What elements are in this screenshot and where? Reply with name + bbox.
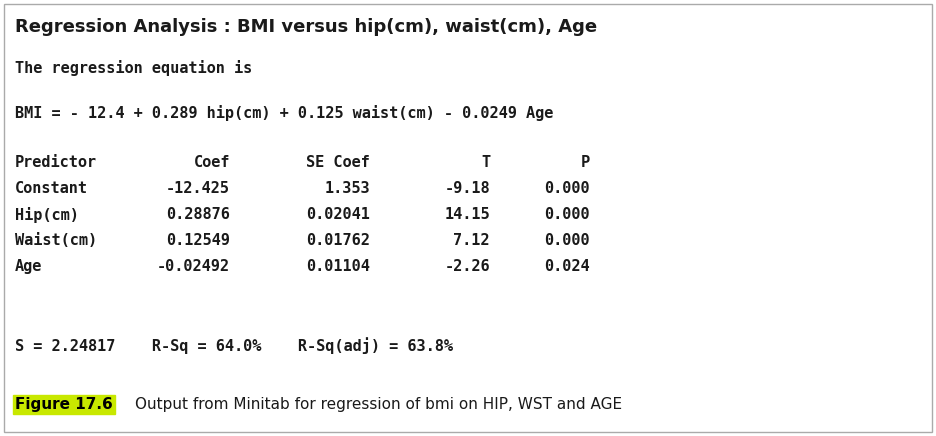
FancyBboxPatch shape [4,4,932,432]
Text: Coef: Coef [194,155,230,170]
Text: SE Coef: SE Coef [306,155,370,170]
Text: T: T [481,155,490,170]
Text: 0.01104: 0.01104 [306,259,370,274]
Text: Output from Minitab for regression of bmi on HIP, WST and AGE: Output from Minitab for regression of bm… [135,397,622,412]
Text: Waist(cm): Waist(cm) [15,233,97,248]
Text: -9.18: -9.18 [445,181,490,196]
Text: 0.28876: 0.28876 [166,207,230,222]
Text: 0.01762: 0.01762 [306,233,370,248]
Text: 0.024: 0.024 [545,259,590,274]
Text: P: P [581,155,590,170]
Text: 0.000: 0.000 [545,181,590,196]
Text: 0.000: 0.000 [545,207,590,222]
Text: 0.02041: 0.02041 [306,207,370,222]
Text: Age: Age [15,259,42,274]
Text: 0.12549: 0.12549 [166,233,230,248]
Text: 1.353: 1.353 [325,181,370,196]
Text: BMI = - 12.4 + 0.289 hip(cm) + 0.125 waist(cm) - 0.0249 Age: BMI = - 12.4 + 0.289 hip(cm) + 0.125 wai… [15,105,553,121]
Text: -2.26: -2.26 [445,259,490,274]
Text: 7.12: 7.12 [454,233,490,248]
Text: 14.15: 14.15 [445,207,490,222]
Text: The regression equation is: The regression equation is [15,60,252,76]
Text: Hip(cm): Hip(cm) [15,207,79,223]
Text: -12.425: -12.425 [166,181,230,196]
Text: S = 2.24817    R-Sq = 64.0%    R-Sq(adj) = 63.8%: S = 2.24817 R-Sq = 64.0% R-Sq(adj) = 63.… [15,337,453,354]
Text: Regression Analysis : BMI versus hip(cm), waist(cm), Age: Regression Analysis : BMI versus hip(cm)… [15,18,597,36]
Text: 0.000: 0.000 [545,233,590,248]
Text: Constant: Constant [15,181,88,196]
Text: Predictor: Predictor [15,155,97,170]
Text: Figure 17.6: Figure 17.6 [15,397,112,412]
Text: -0.02492: -0.02492 [157,259,230,274]
